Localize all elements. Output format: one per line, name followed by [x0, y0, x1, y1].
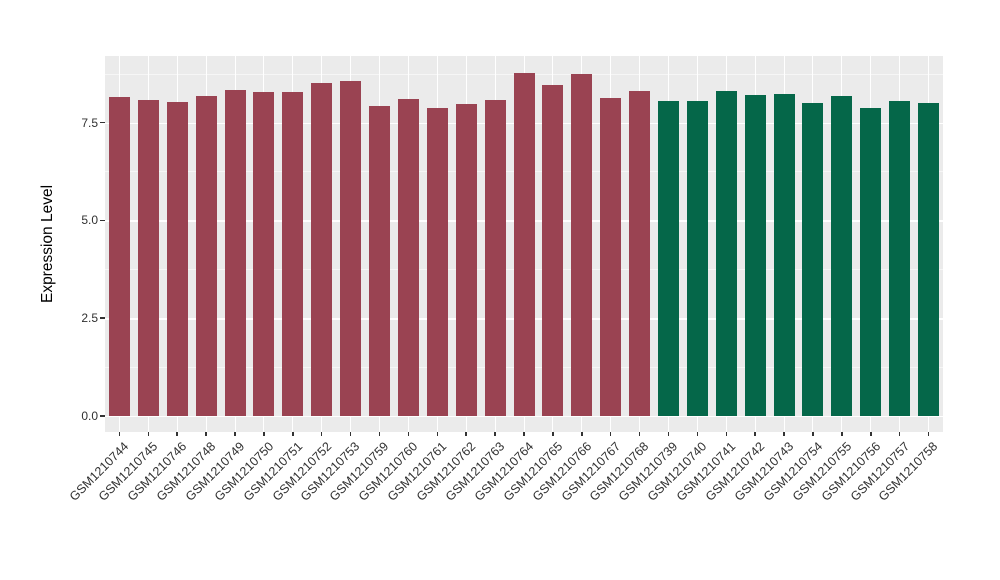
- x-tick-mark: [754, 432, 756, 436]
- x-tick-mark: [234, 432, 236, 436]
- y-tick-mark: [100, 219, 105, 222]
- x-tick-mark: [667, 432, 670, 436]
- bar-GSM1210761: [426, 107, 448, 416]
- x-tick-mark: [725, 432, 728, 436]
- bar-GSM1210740: [686, 101, 708, 416]
- x-tick-mark: [898, 432, 901, 436]
- bar-GSM1210741: [715, 90, 737, 416]
- bar-GSM1210746: [166, 102, 188, 416]
- bar-GSM1210756: [860, 107, 882, 416]
- bar-GSM1210744: [108, 97, 130, 416]
- bar-GSM1210764: [513, 73, 535, 416]
- x-tick-mark: [494, 432, 496, 436]
- x-tick-mark: [870, 432, 872, 436]
- x-tick-mark: [812, 432, 814, 436]
- bar-GSM1210757: [889, 100, 911, 416]
- x-tick-mark: [609, 432, 612, 436]
- x-tick-mark: [581, 432, 583, 436]
- bar-GSM1210763: [484, 99, 506, 416]
- y-tick-mark: [100, 317, 105, 319]
- x-tick-mark: [292, 432, 294, 436]
- y-tick-label: 5.0: [81, 213, 98, 228]
- x-tick-mark: [552, 432, 554, 436]
- x-tick-mark: [696, 432, 699, 436]
- bar-GSM1210766: [571, 73, 593, 416]
- y-tick-label: 2.5: [81, 311, 98, 326]
- x-tick-mark: [638, 432, 641, 436]
- plot-panel: [105, 56, 943, 432]
- x-tick-mark: [349, 432, 352, 436]
- y-tick-label: 7.5: [81, 115, 98, 130]
- x-tick-mark: [263, 432, 265, 436]
- bar-GSM1210765: [542, 84, 564, 416]
- bar-GSM1210767: [600, 98, 622, 416]
- bar-GSM1210753: [340, 80, 362, 416]
- bar-GSM1210755: [831, 96, 853, 416]
- bar-GSM1210758: [918, 102, 940, 416]
- bar-GSM1210745: [137, 100, 159, 416]
- x-tick-mark: [841, 432, 843, 436]
- bar-GSM1210760: [397, 99, 419, 416]
- bar-GSM1210759: [369, 106, 391, 416]
- y-tick-label: 0.0: [81, 409, 98, 423]
- bar-GSM1210749: [224, 90, 246, 416]
- x-tick-mark: [523, 432, 525, 436]
- bar-GSM1210742: [744, 94, 766, 416]
- x-tick-mark: [378, 432, 381, 436]
- y-axis-title: Expression Level: [39, 184, 56, 304]
- y-tick-mark: [100, 415, 105, 417]
- x-tick-mark: [205, 432, 207, 436]
- bar-GSM1210751: [282, 92, 304, 416]
- x-tick-mark: [320, 432, 323, 436]
- bar-GSM1210748: [195, 96, 217, 416]
- x-tick-mark: [407, 432, 410, 436]
- x-tick-mark: [436, 432, 439, 436]
- x-tick-mark: [147, 432, 150, 436]
- bar-GSM1210752: [311, 83, 333, 416]
- x-tick-mark: [783, 432, 785, 436]
- bar-GSM1210750: [253, 92, 275, 416]
- bar-GSM1210768: [629, 90, 651, 416]
- bar-GSM1210754: [802, 102, 824, 416]
- major-gridline: [105, 416, 943, 418]
- y-tick-mark: [100, 121, 105, 124]
- x-tick-mark: [176, 432, 178, 436]
- bar-GSM1210739: [657, 101, 679, 416]
- x-tick-mark: [118, 432, 121, 436]
- bar-GSM1210743: [773, 93, 795, 416]
- x-tick-mark: [465, 432, 467, 436]
- bar-GSM1210762: [455, 104, 477, 416]
- x-tick-mark: [927, 432, 930, 436]
